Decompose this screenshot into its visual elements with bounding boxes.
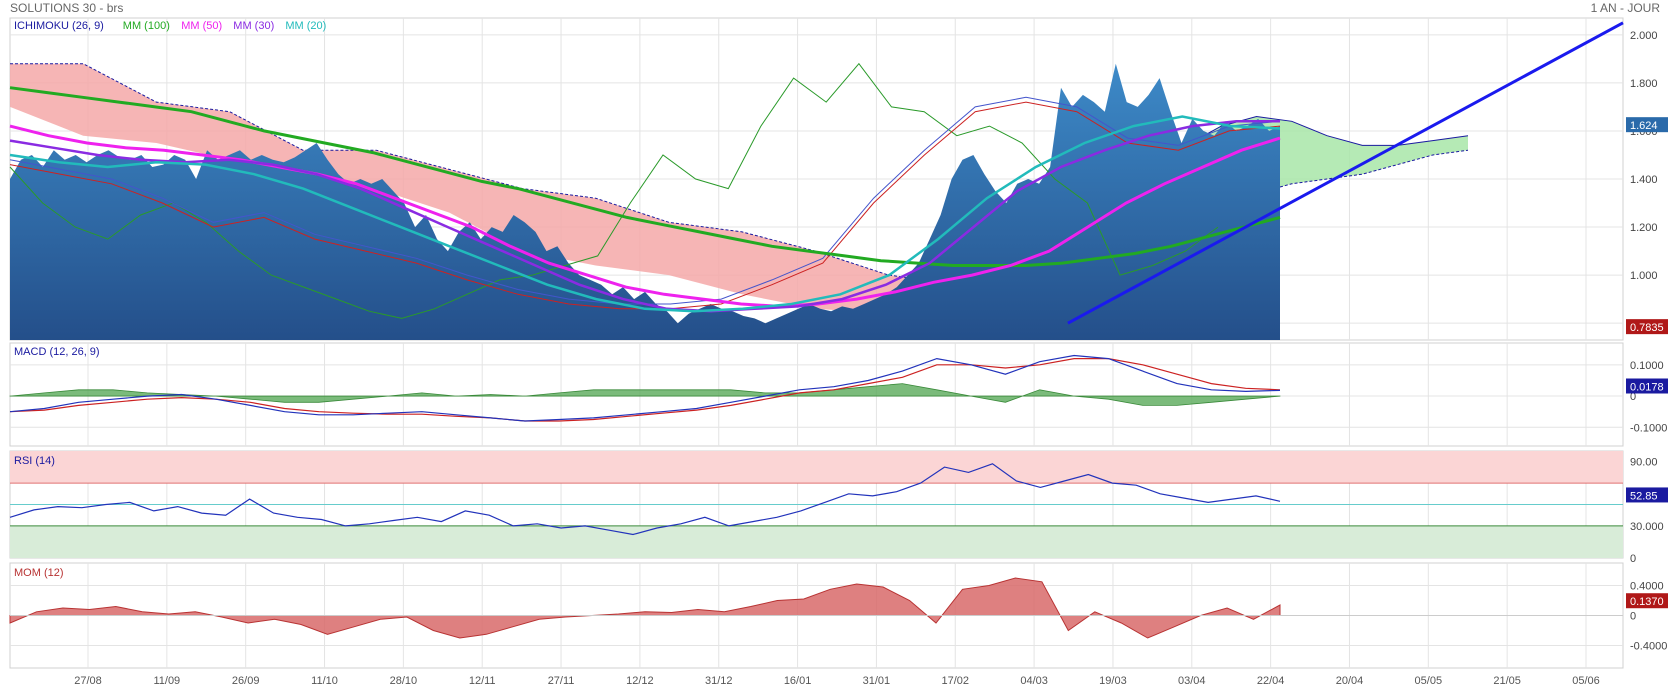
- trendline: [1067, 21, 1624, 325]
- y-tick-label: 1.400: [1630, 174, 1658, 186]
- x-tick-label: 21/05: [1493, 675, 1521, 687]
- x-tick-label: 11/10: [311, 675, 338, 687]
- mom-panel: MOM (12): [9, 567, 1623, 639]
- rsi-title: RSI (14): [14, 455, 55, 467]
- macd-panel: MACD (12, 26, 9): [9, 346, 1281, 422]
- y-tick-label: 0: [1630, 553, 1636, 565]
- macd-line: [9, 354, 1281, 422]
- price-last-badge: [1626, 117, 1668, 133]
- x-tick-label: 12/11: [469, 675, 496, 687]
- mom-last-badge: [1626, 593, 1668, 609]
- mm30-line: [9, 120, 1280, 313]
- x-tick-label: 31/12: [705, 675, 733, 687]
- y-tick-label: -0.1000: [1630, 422, 1667, 434]
- y-tick-label: 1.800: [1630, 78, 1658, 90]
- x-tick-label: 26/09: [232, 675, 260, 687]
- legend-entry: MM (50): [181, 20, 222, 32]
- x-tick-label: 12/12: [626, 675, 654, 687]
- x-tick-label: 31/01: [863, 675, 891, 687]
- x-tick-label: 03/04: [1178, 675, 1206, 687]
- y-tick-label: 0.4000: [1630, 581, 1664, 593]
- x-tick-label: 05/05: [1415, 675, 1443, 687]
- x-tick-label: 27/11: [548, 675, 575, 687]
- y-tick-label: 30.000: [1630, 521, 1664, 533]
- mom-title: MOM (12): [14, 567, 64, 579]
- legend-entry: MM (20): [285, 20, 326, 32]
- lagging-span-line: [9, 62, 1219, 319]
- price-panel: ICHIMOKU (26, 9) MM (100) MM (50) MM (30) MM…: [9, 20, 1624, 340]
- x-tick-label: 28/10: [390, 675, 418, 687]
- rsi-overbought-zone: [10, 451, 1623, 484]
- x-tick-label: 22/04: [1257, 675, 1285, 687]
- legend-entry: ICHIMOKU (26, 9): [14, 20, 104, 32]
- macd-last-badge-text: 0.0178: [1630, 382, 1664, 394]
- x-tick-label: 20/04: [1336, 675, 1364, 687]
- y-tick-label: 2.000: [1630, 30, 1658, 42]
- x-tick-label: 05/06: [1572, 675, 1600, 687]
- momentum-area: [9, 577, 1281, 639]
- x-tick-label: 27/08: [74, 675, 102, 687]
- rsi-oversold-zone: [10, 525, 1623, 558]
- legend-entry: MM (30): [233, 20, 274, 32]
- mom-last-badge-text: 0.1370: [1630, 596, 1664, 608]
- y-tick-label: 1.000: [1630, 270, 1658, 282]
- y-tick-label: 0: [1630, 391, 1636, 403]
- price-last-badge-text: 1.624: [1630, 120, 1658, 132]
- mm20-line: [9, 115, 1281, 313]
- grid-layer: [9, 17, 1624, 669]
- price-area: [10, 63, 1280, 340]
- axes-layer: 27/08 11/09 26/09 11/10 28/10 12/11 27/11 12/12…: [74, 30, 1668, 687]
- rsi-last-badge: [1626, 487, 1668, 503]
- ichimoku-cloud-bullish: [1045, 116, 1468, 295]
- price-low-badge: [1626, 319, 1668, 335]
- mm100-line: [9, 86, 1281, 267]
- y-tick-label: 90.00: [1630, 457, 1658, 469]
- rsi-line: [9, 463, 1281, 536]
- rsi-last-badge-text: 52.85: [1630, 490, 1658, 502]
- y-tick-label: 0.1000: [1630, 360, 1664, 372]
- x-tick-label: 11/09: [153, 675, 180, 687]
- y-tick-label: 0: [1630, 611, 1636, 623]
- chart-title: SOLUTIONS 30 - brs: [10, 1, 123, 15]
- legend-entry: MM (100): [123, 20, 170, 32]
- x-tick-label: 19/03: [1099, 675, 1127, 687]
- macd-last-badge: [1626, 378, 1668, 394]
- price-low-badge-text: 0.7835: [1630, 322, 1664, 334]
- y-tick-label: 1.200: [1630, 222, 1658, 234]
- y-tick-label: -0.4000: [1630, 641, 1667, 653]
- rsi-panel: RSI (14): [9, 451, 1623, 558]
- x-tick-label: 16/01: [784, 675, 812, 687]
- macd-histogram: [9, 383, 1281, 406]
- chart-period: 1 AN - JOUR: [1591, 1, 1661, 15]
- x-tick-label: 17/02: [941, 675, 969, 687]
- macd-title: MACD (12, 26, 9): [14, 346, 100, 358]
- mm50-line: [9, 124, 1281, 308]
- x-tick-label: 04/03: [1020, 675, 1048, 687]
